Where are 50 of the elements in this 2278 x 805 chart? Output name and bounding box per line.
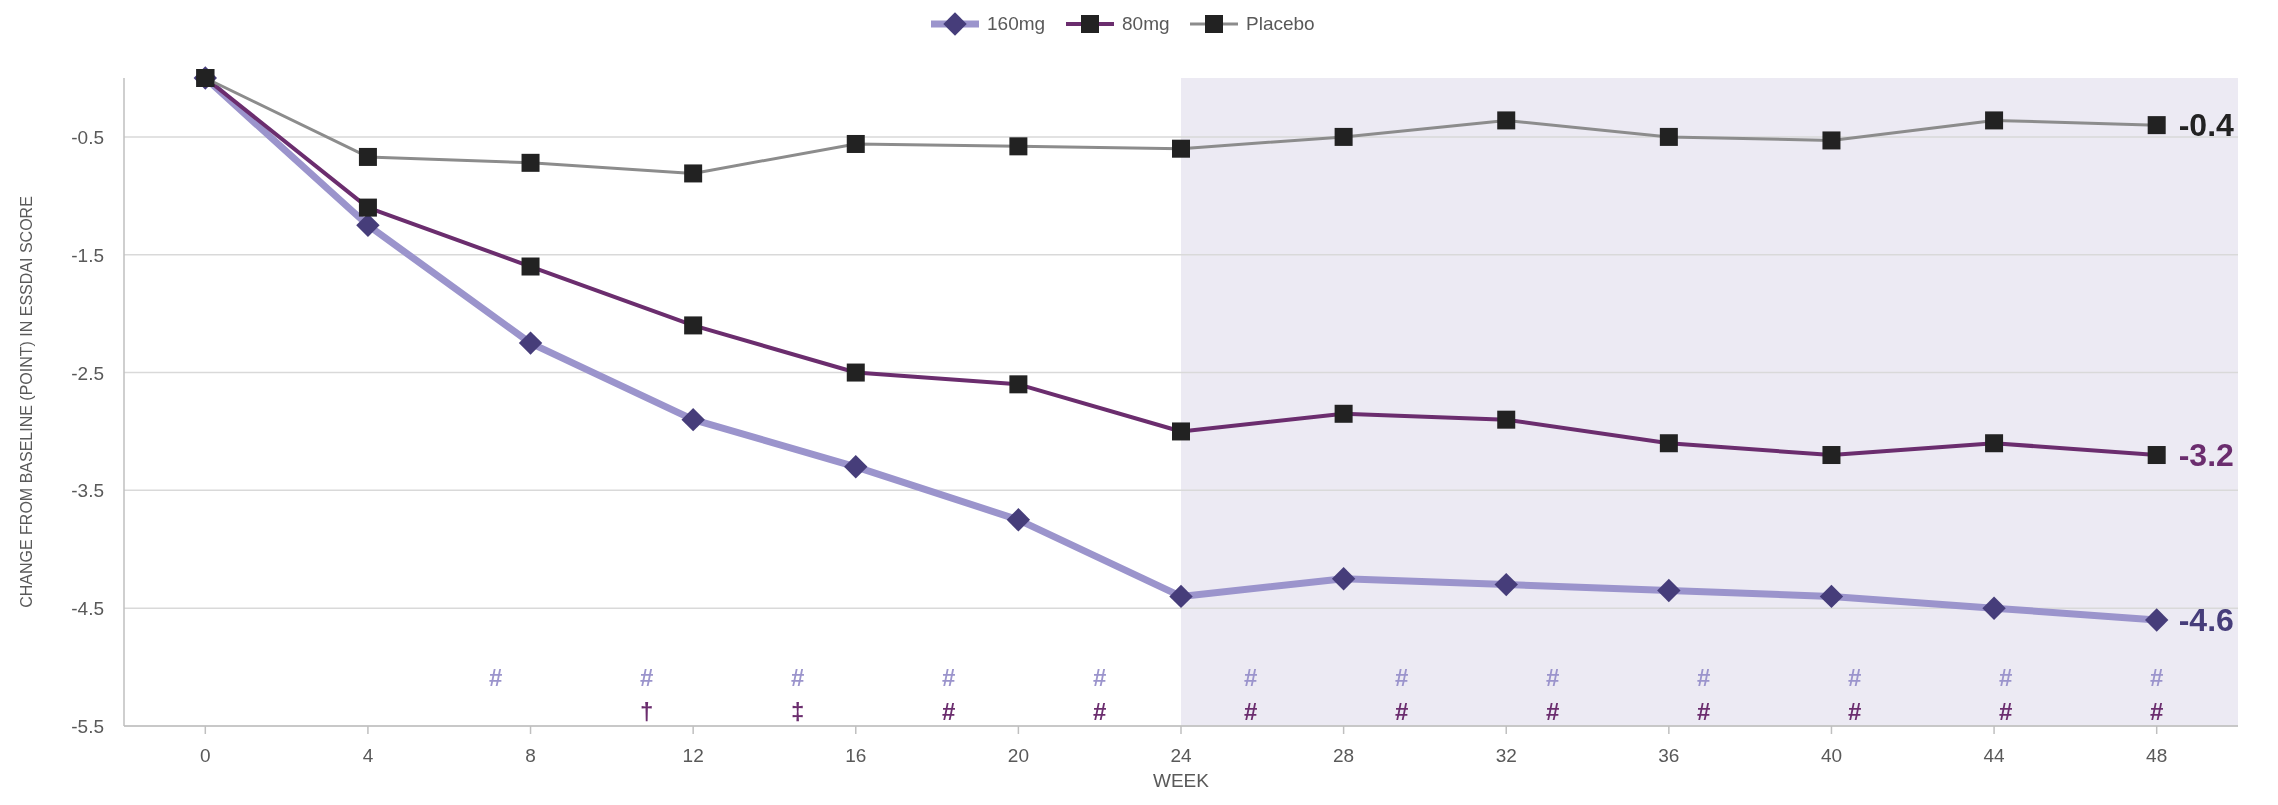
annotation: ‡ (791, 698, 805, 725)
annotation: # (942, 664, 956, 691)
annotation: # (1546, 664, 1560, 691)
annotation: # (1093, 698, 1107, 725)
annotation: # (1848, 664, 1862, 691)
annotation: # (1244, 698, 1258, 725)
annotation: # (1546, 698, 1560, 725)
y-tick-label: -4.5 (71, 598, 104, 620)
annotation: # (1999, 698, 2013, 725)
x-tick-label: 20 (1007, 745, 1029, 766)
y-tick-label: -0.5 (71, 126, 104, 148)
legend-label: 160mg (987, 13, 1046, 34)
annotation: # (1244, 664, 1258, 691)
x-tick-label: 28 (1333, 745, 1355, 766)
x-tick-label: 32 (1495, 745, 1517, 766)
x-tick-label: 44 (1983, 745, 2006, 766)
annotation: # (791, 664, 805, 691)
x-tick-label: 8 (525, 745, 536, 766)
x-axis-title: WEEK (1153, 770, 1210, 791)
legend-label: 80mg (1122, 13, 1170, 34)
annotation: # (1093, 664, 1107, 691)
data-label: -0.4 (2178, 107, 2235, 144)
x-tick-label: 12 (682, 745, 704, 766)
x-tick-label: 36 (1658, 745, 1680, 766)
data-label: -4.6 (2178, 601, 2234, 638)
x-tick-label: 4 (362, 745, 374, 766)
annotation: † (640, 698, 654, 725)
y-tick-label: -5.5 (71, 716, 104, 737)
x-tick-label: 40 (1820, 745, 1843, 766)
y-tick-label: -1.5 (71, 244, 104, 266)
x-tick-label: 16 (845, 745, 867, 766)
x-tick-label: 48 (2146, 745, 2168, 766)
annotation: # (2150, 698, 2164, 725)
y-tick-label: -2.5 (71, 362, 104, 384)
annotation: # (942, 698, 956, 725)
x-tick-label: 0 (200, 745, 211, 766)
annotation: # (1697, 664, 1711, 691)
legend-label: Placebo (1246, 13, 1315, 34)
annotation: # (640, 664, 654, 691)
annotation: # (1848, 698, 1862, 725)
annotation: # (1395, 698, 1409, 725)
annotation: # (489, 664, 503, 691)
data-label: -3.2 (2178, 437, 2234, 474)
y-axis-title: CHANGE FROM BASELINE (POINT) IN ESSDAI SCORE (18, 196, 35, 608)
annotation: # (1697, 698, 1711, 725)
annotation: # (2150, 664, 2164, 691)
annotation: # (1395, 664, 1409, 691)
x-tick-label: 24 (1170, 745, 1192, 766)
annotation: # (1999, 664, 2013, 691)
y-tick-label: -3.5 (71, 480, 104, 502)
